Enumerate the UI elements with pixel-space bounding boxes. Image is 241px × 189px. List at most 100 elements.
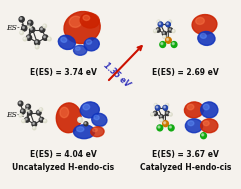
Circle shape bbox=[79, 118, 80, 120]
Ellipse shape bbox=[196, 17, 204, 24]
Circle shape bbox=[85, 122, 86, 124]
Ellipse shape bbox=[61, 37, 67, 42]
Circle shape bbox=[30, 28, 32, 30]
Circle shape bbox=[27, 36, 29, 38]
Ellipse shape bbox=[80, 102, 99, 118]
Circle shape bbox=[43, 24, 47, 28]
Circle shape bbox=[27, 110, 32, 115]
Circle shape bbox=[44, 119, 47, 123]
FancyArrowPatch shape bbox=[109, 46, 142, 80]
Circle shape bbox=[169, 29, 171, 30]
Circle shape bbox=[160, 42, 166, 47]
Circle shape bbox=[158, 126, 160, 128]
Ellipse shape bbox=[187, 104, 194, 110]
Circle shape bbox=[40, 27, 45, 32]
Circle shape bbox=[154, 112, 155, 114]
Ellipse shape bbox=[184, 102, 204, 118]
Circle shape bbox=[202, 134, 204, 136]
Circle shape bbox=[151, 113, 152, 115]
Circle shape bbox=[168, 125, 174, 131]
Circle shape bbox=[167, 23, 168, 25]
Circle shape bbox=[20, 109, 25, 114]
Text: E(ES) = 4.04 eV: E(ES) = 4.04 eV bbox=[30, 150, 96, 159]
Ellipse shape bbox=[80, 13, 99, 28]
Text: 1.35 eV: 1.35 eV bbox=[101, 61, 132, 89]
Circle shape bbox=[163, 35, 166, 38]
Circle shape bbox=[23, 26, 24, 28]
Circle shape bbox=[33, 127, 34, 128]
Circle shape bbox=[26, 118, 27, 120]
Circle shape bbox=[168, 28, 173, 32]
Ellipse shape bbox=[91, 127, 104, 137]
Circle shape bbox=[161, 43, 163, 45]
Ellipse shape bbox=[60, 107, 69, 118]
Circle shape bbox=[48, 37, 51, 41]
Circle shape bbox=[163, 36, 164, 37]
Text: Uncatalyzed H-endo-cis: Uncatalyzed H-endo-cis bbox=[12, 163, 114, 172]
Circle shape bbox=[169, 126, 171, 128]
Circle shape bbox=[27, 108, 28, 110]
Circle shape bbox=[166, 104, 167, 105]
Circle shape bbox=[44, 120, 45, 121]
Circle shape bbox=[20, 32, 22, 33]
Circle shape bbox=[157, 20, 160, 23]
Circle shape bbox=[19, 114, 22, 117]
Circle shape bbox=[159, 23, 161, 25]
Circle shape bbox=[22, 119, 25, 123]
Ellipse shape bbox=[198, 31, 215, 45]
Circle shape bbox=[44, 36, 46, 38]
Circle shape bbox=[155, 105, 160, 110]
Ellipse shape bbox=[201, 119, 218, 133]
Circle shape bbox=[156, 106, 158, 108]
Circle shape bbox=[25, 117, 29, 122]
Circle shape bbox=[19, 102, 21, 104]
Circle shape bbox=[37, 111, 39, 113]
Ellipse shape bbox=[94, 115, 99, 120]
Circle shape bbox=[33, 123, 34, 124]
Ellipse shape bbox=[93, 128, 97, 132]
Circle shape bbox=[29, 21, 30, 23]
Circle shape bbox=[40, 118, 42, 120]
Circle shape bbox=[172, 29, 175, 33]
Circle shape bbox=[169, 113, 172, 116]
Circle shape bbox=[20, 18, 22, 19]
Circle shape bbox=[166, 111, 170, 115]
Circle shape bbox=[32, 122, 37, 127]
Circle shape bbox=[159, 23, 161, 25]
Text: ES-2: ES-2 bbox=[7, 111, 25, 119]
Circle shape bbox=[163, 121, 168, 127]
Circle shape bbox=[172, 43, 174, 45]
Circle shape bbox=[160, 119, 163, 122]
Circle shape bbox=[166, 37, 171, 43]
Circle shape bbox=[151, 113, 154, 116]
Ellipse shape bbox=[192, 15, 217, 34]
Ellipse shape bbox=[92, 113, 107, 126]
Circle shape bbox=[23, 37, 27, 41]
Circle shape bbox=[201, 133, 206, 139]
Ellipse shape bbox=[83, 104, 90, 110]
Circle shape bbox=[160, 115, 163, 119]
Circle shape bbox=[159, 22, 162, 26]
Text: ES-1: ES-1 bbox=[7, 25, 25, 33]
Ellipse shape bbox=[86, 40, 92, 44]
Circle shape bbox=[173, 30, 174, 31]
Circle shape bbox=[169, 20, 172, 23]
Circle shape bbox=[33, 127, 36, 130]
Circle shape bbox=[157, 29, 158, 30]
Circle shape bbox=[22, 120, 23, 121]
Circle shape bbox=[20, 114, 21, 115]
Circle shape bbox=[164, 122, 166, 124]
Circle shape bbox=[169, 21, 170, 22]
Circle shape bbox=[27, 105, 28, 107]
Ellipse shape bbox=[188, 121, 194, 126]
Circle shape bbox=[36, 46, 37, 47]
Ellipse shape bbox=[83, 15, 90, 20]
Circle shape bbox=[26, 108, 29, 111]
Circle shape bbox=[167, 38, 168, 40]
Circle shape bbox=[158, 22, 163, 27]
Circle shape bbox=[157, 125, 163, 131]
Circle shape bbox=[48, 38, 50, 39]
Circle shape bbox=[166, 22, 170, 27]
Circle shape bbox=[35, 41, 37, 43]
Ellipse shape bbox=[69, 16, 82, 27]
